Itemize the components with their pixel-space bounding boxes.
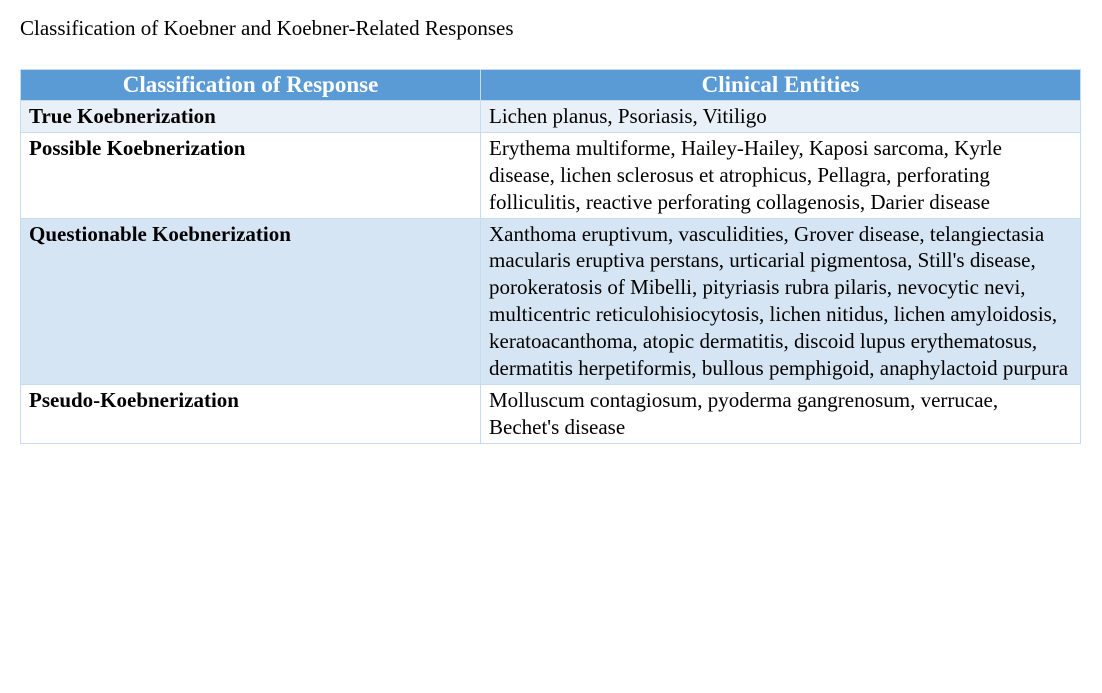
cell-classification: Questionable Koebnerization bbox=[21, 218, 481, 384]
cell-classification: Pseudo-Koebnerization bbox=[21, 384, 481, 443]
table-header-row: Classification of Response Clinical Enti… bbox=[21, 70, 1081, 101]
col-header-classification: Classification of Response bbox=[21, 70, 481, 101]
table-row: Pseudo-Koebnerization Molluscum contagio… bbox=[21, 384, 1081, 443]
cell-entities: Erythema multiforme, Hailey-Hailey, Kapo… bbox=[481, 132, 1081, 218]
cell-classification: True Koebnerization bbox=[21, 101, 481, 133]
table-row: Questionable Koebnerization Xanthoma eru… bbox=[21, 218, 1081, 384]
page-title: Classification of Koebner and Koebner-Re… bbox=[20, 16, 1082, 41]
table-row: True Koebnerization Lichen planus, Psori… bbox=[21, 101, 1081, 133]
cell-entities: Xanthoma eruptivum, vasculidities, Grove… bbox=[481, 218, 1081, 384]
col-header-entities: Clinical Entities bbox=[481, 70, 1081, 101]
cell-entities: Molluscum contagiosum, pyoderma gangreno… bbox=[481, 384, 1081, 443]
koebner-table: Classification of Response Clinical Enti… bbox=[20, 69, 1081, 444]
cell-entities: Lichen planus, Psoriasis, Vitiligo bbox=[481, 101, 1081, 133]
cell-classification: Possible Koebnerization bbox=[21, 132, 481, 218]
table-row: Possible Koebnerization Erythema multifo… bbox=[21, 132, 1081, 218]
